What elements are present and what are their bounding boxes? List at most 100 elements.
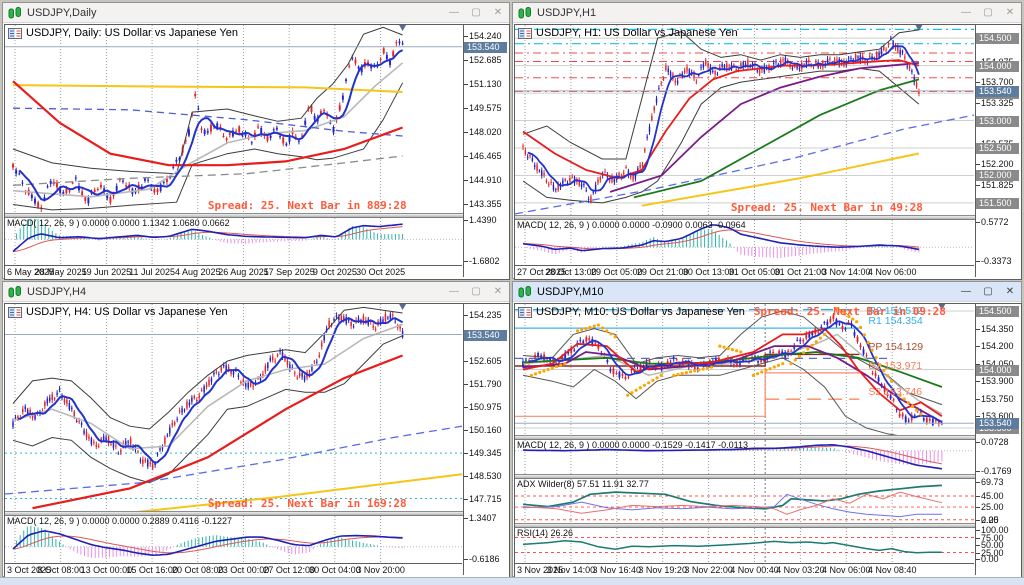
tick-label: 151.825: [976, 180, 1014, 190]
time-axis[interactable]: 6 May 2025 28 May 2025 19 Jun 2025 11 Jul 2…: [5, 265, 462, 279]
pane-splitter[interactable]: [515, 215, 975, 220]
tick-label: 151.130: [464, 79, 502, 89]
time-axis[interactable]: 3 Oct 2025 8 Oct 08:00 13 Oct 00:00 15 Oct …: [5, 563, 462, 577]
chart-icon: [518, 285, 533, 298]
price-level-box: 154.000: [976, 60, 1019, 72]
chart-properties-icon: [518, 306, 532, 318]
close-button[interactable]: ✕: [493, 285, 503, 297]
minimize-button[interactable]: —: [961, 285, 971, 297]
indicator-label: MACD( 12, 26, 9 ) 0.0000 0.0000 0.2889 0…: [7, 516, 232, 526]
chart-icon: [518, 6, 533, 19]
chart-window-daily: USDJPY,Daily — ▢ ✕ USDJPY, Daily: US Dollar …: [2, 2, 510, 280]
pane-splitter[interactable]: [515, 474, 975, 479]
pane-splitter[interactable]: [515, 435, 975, 440]
chart-properties-icon: [518, 27, 532, 39]
x-label: 9 Oct 2025: [312, 267, 357, 277]
x-label: 3 Nov 16:40: [592, 565, 642, 575]
tick-label: 153.325: [976, 98, 1014, 108]
x-label: 3 Nov 2025: [517, 565, 564, 575]
x-label: 28 May 2025: [34, 267, 87, 277]
pane-splitter[interactable]: [5, 511, 463, 516]
rsi-pane[interactable]: RSI(14) 26.26: [515, 528, 974, 562]
window-title: USDJPY,M10: [537, 285, 604, 298]
pane-splitter[interactable]: [515, 523, 975, 528]
window-title: USDJPY,Daily: [27, 6, 97, 19]
close-button[interactable]: ✕: [1005, 285, 1015, 297]
x-label: 30 Oct 13:00: [682, 267, 735, 277]
spread-label: Spread: 25. Next Bar in 09:28: [753, 305, 946, 318]
indicator-label: MACD( 12, 26, 9 ) 0.0000 0.0000 -0.0900 …: [517, 220, 746, 230]
adx-pane[interactable]: ADX Wilder(8) 57.51 11.91 32.77: [515, 479, 974, 523]
window-title: USDJPY,H1: [537, 6, 597, 19]
price-pane[interactable]: USDJPY, Daily: US Dollar vs Japanese Yen…: [5, 25, 462, 213]
time-axis[interactable]: 3 Nov 2025 3 Nov 14:00 3 Nov 16:40 3 Nov 19…: [515, 563, 974, 577]
price-level-box: 154.000: [976, 364, 1019, 376]
chart-properties-icon: [8, 27, 22, 39]
price-axis[interactable]: 154.240 152.685 151.130 149.575 148.020 146.4…: [463, 25, 509, 277]
current-price-box: 153.540: [464, 41, 507, 53]
x-label: 13 Oct 00:00: [80, 565, 133, 575]
time-axis[interactable]: 27 Oct 2025 28 Oct 13:00 29 Oct 05:00 29 Oc…: [515, 265, 974, 279]
tick-label: 147.715: [464, 494, 502, 504]
tick-label: 149.345: [464, 448, 502, 458]
price-pane[interactable]: USDJPY, H1: US Dollar vs Japanese Yen Spr…: [515, 25, 974, 215]
x-label: 29 Oct 21:00: [636, 267, 689, 277]
spread-label: Spread: 25. Next Bar in 169:28: [207, 497, 407, 510]
tick-label: 149.575: [464, 103, 502, 113]
pane-splitter[interactable]: [5, 213, 463, 218]
chart-window-h4: USDJPY,H4 — ▢ ✕ USDJPY, H4: US Dollar vs Jap…: [2, 281, 510, 578]
maximize-button[interactable]: ▢: [983, 285, 993, 297]
indicator-tick-label: -0.6186: [464, 554, 500, 564]
tick-label: 152.200: [976, 159, 1014, 169]
macd-pane[interactable]: MACD( 12, 26, 9 ) 0.0000 0.0000 -0.1529 …: [515, 440, 974, 474]
price-axis[interactable]: 154.450154.075153.700153.325152.950152.5…: [975, 25, 1021, 277]
indicator-tick-label: -1.6802: [464, 256, 500, 266]
minimize-button[interactable]: —: [449, 6, 459, 18]
chart-body: USDJPY, Daily: US Dollar vs Japanese Yen…: [4, 24, 510, 280]
symbol-label-text: USDJPY, M10: US Dollar vs Japanese Yen: [536, 306, 745, 318]
x-label: 3 Oct 2025: [7, 565, 52, 575]
indicator-tick-label: 25.00: [976, 502, 1004, 512]
macd-pane[interactable]: MACD( 12, 26, 9 ) 0.0000 0.0000 -0.0900 …: [515, 220, 974, 264]
x-label: 6 May 2025: [7, 267, 55, 277]
window-title-bar[interactable]: USDJPY,H1 — ▢ ✕: [513, 3, 1021, 23]
price-axis[interactable]: 154.350 154.200 154.050 153.900 153.750 153.6…: [975, 304, 1021, 575]
price-level-box: 152.500: [976, 143, 1019, 154]
minimize-button[interactable]: —: [961, 6, 971, 18]
window-title-bar[interactable]: USDJPY,H4 — ▢ ✕: [3, 282, 509, 302]
tick-label: 151.790: [464, 379, 502, 389]
close-button[interactable]: ✕: [493, 6, 503, 18]
chart-body: USDJPY, H4: US Dollar vs Japanese Yen Spr…: [4, 303, 510, 578]
indicator-tick-label: 50.00: [976, 540, 1004, 550]
indicator-tick-label: 0.00: [976, 554, 999, 564]
chart-icon: [8, 6, 23, 19]
window-title-bar[interactable]: USDJPY,Daily — ▢ ✕: [3, 3, 509, 23]
price-pane[interactable]: R2 154.512 R1 154.354 PP 154.129 S1 153.971…: [515, 304, 974, 435]
x-label: 31 Oct 05:00: [728, 267, 781, 277]
indicator-tick-label: 75.00: [976, 533, 1004, 543]
maximize-button[interactable]: ▢: [471, 285, 481, 297]
x-label: 3 Nov 19:20: [638, 565, 687, 575]
x-label: 31 Oct 21:00: [774, 267, 827, 277]
x-label: 19 Jun 2025: [81, 267, 132, 277]
indicator-label: RSI(14) 26.26: [517, 528, 574, 538]
symbol-label: USDJPY, H4: US Dollar vs Japanese Yen: [8, 306, 228, 318]
price-pane[interactable]: USDJPY, H4: US Dollar vs Japanese Yen Spr…: [5, 304, 462, 511]
tick-label: 154.050: [976, 359, 1014, 369]
symbol-label: USDJPY, H1: US Dollar vs Japanese Yen: [518, 27, 738, 39]
macd-pane[interactable]: MACD( 12, 26, 9 ) 0.0000 0.0000 0.2889 0…: [5, 516, 462, 562]
maximize-button[interactable]: ▢: [983, 6, 993, 18]
current-price-box: 153.540: [464, 329, 507, 341]
minimize-button[interactable]: —: [449, 285, 459, 297]
tick-label: 152.685: [464, 55, 502, 65]
macd-pane[interactable]: MACD( 12, 26, 9 ) 0.0000 0.0000 1.1342 1…: [5, 218, 462, 264]
x-label: 4 Nov 03:20: [776, 565, 825, 575]
indicator-tick-label: -0.3373: [976, 256, 1012, 266]
window-title-bar[interactable]: USDJPY,M10 — ▢ ✕: [513, 282, 1021, 302]
price-axis[interactable]: 154.235153.420152.605151.790150.975150.1…: [463, 304, 509, 575]
indicator-label: MACD( 12, 26, 9 ) 0.0000 0.0000 1.1342 1…: [7, 218, 230, 228]
window-controls: — ▢ ✕: [448, 7, 504, 19]
x-label: 28 Oct 13:00: [545, 267, 597, 277]
maximize-button[interactable]: ▢: [471, 6, 481, 18]
close-button[interactable]: ✕: [1005, 6, 1015, 18]
